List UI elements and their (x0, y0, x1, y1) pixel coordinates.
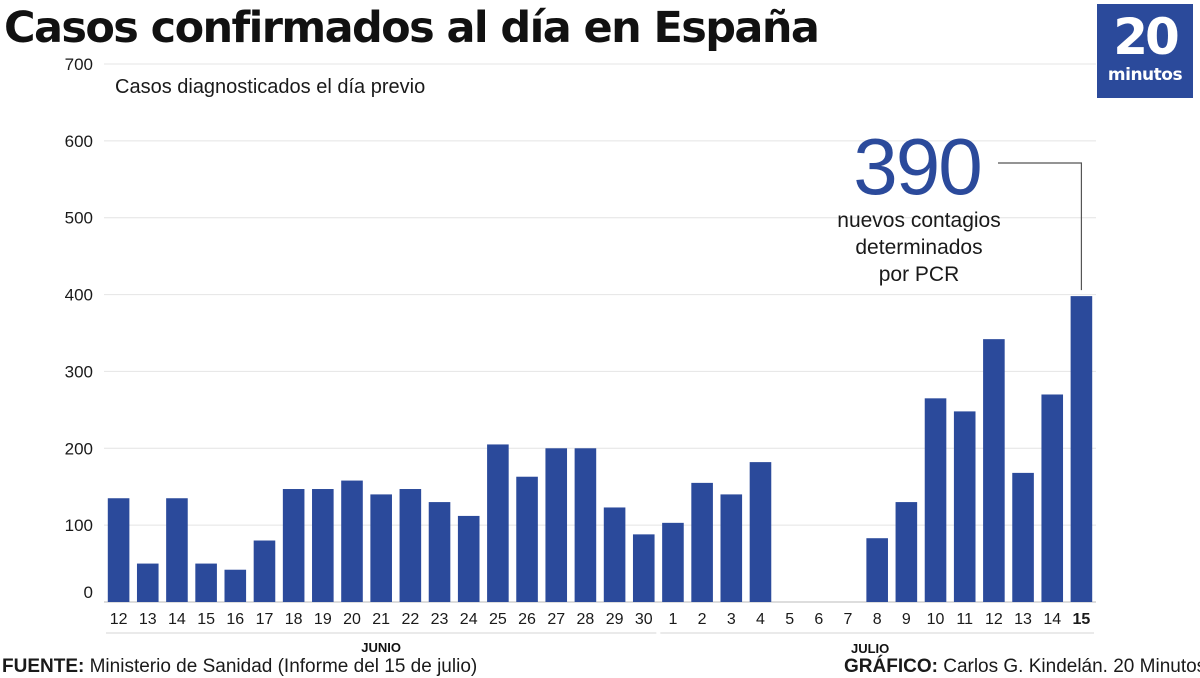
x-tick-label: 14 (1043, 611, 1061, 628)
x-tick-label: 18 (285, 611, 303, 628)
bar (428, 502, 451, 602)
x-tick-label: 27 (547, 611, 565, 628)
callout-value: 390 (853, 122, 980, 211)
y-tick-label: 100 (65, 516, 93, 535)
brand-logo: 20 minutos (1097, 4, 1193, 98)
bar (895, 502, 918, 602)
x-tick-label: 13 (1014, 611, 1032, 628)
credit-text: Carlos G. Kindelán. 20 Minutos (943, 656, 1200, 677)
x-tick-label: 22 (401, 611, 419, 628)
bar (312, 489, 334, 602)
bar (224, 569, 247, 602)
x-tick-label: 14 (168, 611, 186, 628)
bar (399, 489, 422, 602)
y-tick-label: 700 (65, 55, 93, 74)
logo-number: 20 (1113, 8, 1180, 66)
bar (487, 444, 509, 602)
month-labels: JUNIO JULIO (106, 632, 1094, 656)
x-tick-label: 7 (844, 611, 853, 628)
month-label: JULIO (851, 641, 889, 656)
x-tick-label: 20 (343, 611, 361, 628)
bar (107, 498, 130, 602)
y-tick-label: 300 (65, 362, 93, 381)
x-tick-label: 28 (577, 611, 595, 628)
credit-label: GRÁFICO (844, 656, 932, 677)
x-tick-label: 12 (110, 611, 128, 628)
bar (866, 538, 888, 602)
bar (136, 563, 159, 602)
bar (691, 482, 713, 602)
x-tick-label: 26 (518, 611, 536, 628)
x-tick-label: 24 (460, 611, 478, 628)
month-label: JUNIO (361, 640, 401, 655)
x-tick-label: 10 (927, 611, 945, 628)
x-axis: 12 13 14 15 16 17 18 19 20 21 22 23 24 25 26 27 28 29 30 1 2… (110, 611, 1091, 628)
x-tick-label: 15 (197, 611, 215, 628)
bar (924, 398, 947, 602)
credit-note: GRÁFICO: Carlos G. Kindelán. 20 Minutos (844, 656, 1200, 678)
bar (282, 489, 305, 602)
y-tick-label: 600 (65, 132, 93, 151)
bar (1041, 394, 1064, 602)
bar (574, 448, 597, 602)
bar (983, 339, 1005, 602)
x-tick-label: 1 (668, 611, 677, 628)
x-tick-label: 21 (372, 611, 390, 628)
bar (370, 494, 392, 602)
x-tick-label: 6 (814, 611, 823, 628)
x-tick-label: 5 (785, 611, 794, 628)
x-tick-label: 13 (139, 611, 157, 628)
logo-word: minutos (1107, 65, 1183, 85)
chart-subtitle: Casos diagnosticados el día previo (115, 76, 425, 98)
bar (195, 563, 217, 602)
x-tick-label: 9 (902, 611, 911, 628)
x-tick-label: 23 (431, 611, 449, 628)
y-tick-label: 400 (65, 286, 93, 305)
callout-leader-line (998, 162, 1083, 291)
x-tick-label: 8 (873, 611, 882, 628)
bar (341, 480, 363, 602)
bar (662, 522, 684, 602)
callout: 390 nuevos contagios determinados por PC… (837, 122, 1083, 291)
x-tick-label: 3 (727, 611, 736, 628)
x-tick-label: 17 (256, 611, 274, 628)
x-tick-label: 4 (756, 611, 765, 628)
callout-line-3: por PCR (879, 263, 960, 286)
x-tick-label: 15 (1073, 611, 1091, 628)
bar (545, 448, 568, 602)
y-tick-label: 200 (65, 439, 93, 458)
callout-line-1: nuevos contagios (837, 209, 1000, 232)
bar (749, 462, 772, 602)
bar (457, 515, 480, 602)
x-tick-label: 30 (635, 611, 653, 628)
chart-title: Casos confirmados al día en España (4, 3, 820, 53)
bars (107, 296, 1093, 602)
callout-line-2: determinados (855, 236, 982, 259)
x-tick-label: 29 (606, 611, 624, 628)
bar (253, 540, 276, 602)
x-tick-label: 12 (985, 611, 1003, 628)
source-label: FUENTE (2, 656, 78, 677)
x-tick-label: 25 (489, 611, 507, 628)
source-note: FUENTE: Ministerio de Sanidad (Informe d… (2, 656, 478, 677)
bar (720, 494, 743, 602)
x-tick-label: 2 (698, 611, 707, 628)
x-tick-label: 16 (226, 611, 244, 628)
bar (632, 534, 655, 602)
source-text: Ministerio de Sanidad (Informe del 15 de… (89, 656, 478, 677)
x-tick-label: 11 (956, 611, 973, 628)
bar (166, 498, 188, 602)
bar (603, 507, 626, 602)
y-tick-label: 500 (65, 209, 93, 228)
bar (1070, 296, 1093, 602)
bar (1012, 472, 1034, 602)
y-tick-label: 0 (84, 583, 93, 602)
bar (953, 411, 976, 602)
x-tick-label: 19 (314, 611, 332, 628)
bar (516, 476, 538, 602)
